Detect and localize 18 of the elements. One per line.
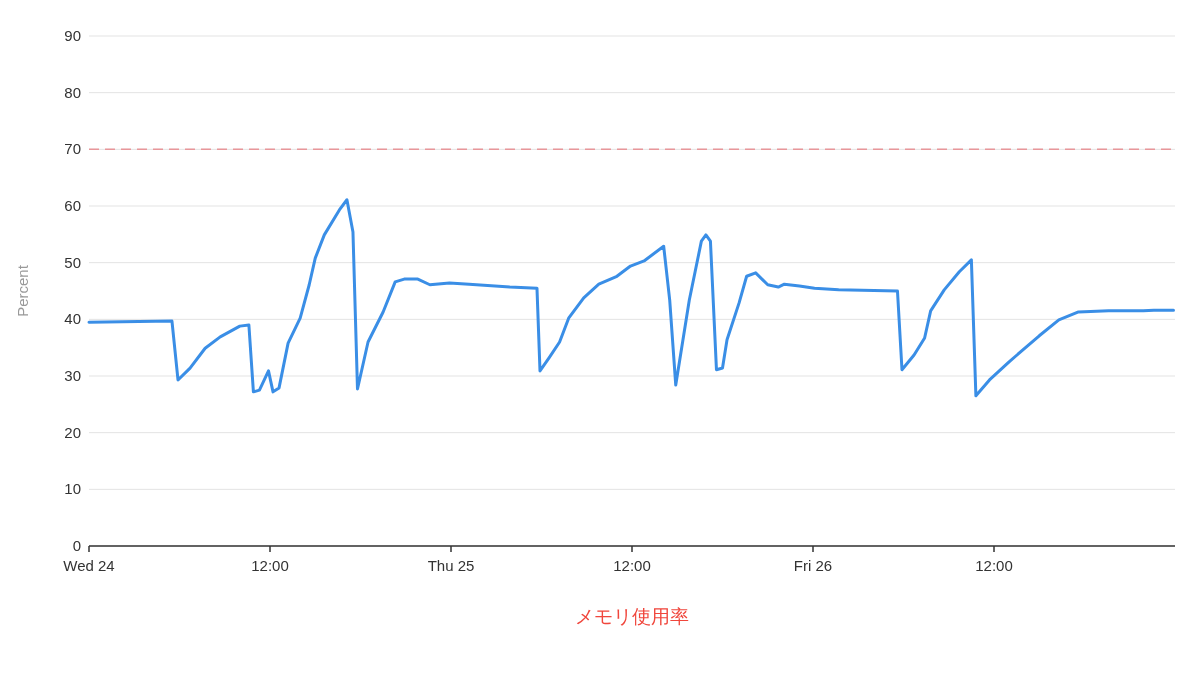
y-axis-title: Percent: [14, 264, 31, 317]
y-tick-label: 70: [64, 140, 81, 158]
x-tick-label: Fri 26: [793, 557, 833, 574]
y-tick-label: 20: [64, 423, 81, 441]
x-tick-label: Thu 25: [427, 557, 475, 574]
x-tick-label: 12:00: [251, 557, 289, 574]
y-tick-label: 30: [64, 367, 81, 384]
y-tick-label: 80: [64, 83, 81, 101]
y-tick-label: 50: [64, 253, 81, 271]
x-tick-label: 12:00: [613, 557, 651, 574]
y-tick-label: 0: [72, 537, 81, 554]
x-tick-label: Wed 24: [63, 557, 115, 574]
y-tick-label: 60: [64, 197, 81, 214]
y-tick-label: 90: [64, 27, 81, 44]
y-tick-label: 40: [64, 310, 81, 328]
x-tick-label: 12:00: [975, 557, 1013, 574]
y-tick-label: 10: [64, 480, 81, 498]
text: メモリ使用率: [575, 606, 689, 627]
